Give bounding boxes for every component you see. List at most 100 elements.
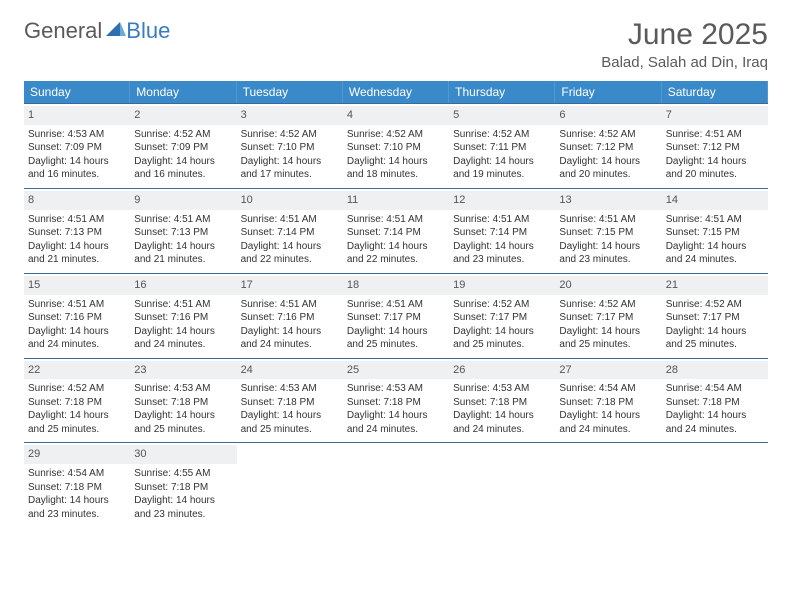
day-number: 14 — [662, 191, 768, 210]
day-sunset: Sunset: 7:14 PM — [347, 226, 445, 240]
day-number: 4 — [343, 106, 449, 125]
day-number: 29 — [24, 445, 130, 464]
day-cell: 15Sunrise: 4:51 AMSunset: 7:16 PMDayligh… — [24, 274, 130, 358]
day-sunset: Sunset: 7:18 PM — [666, 396, 764, 410]
day-sunrise: Sunrise: 4:51 AM — [241, 213, 339, 227]
day-cell: 7Sunrise: 4:51 AMSunset: 7:12 PMDaylight… — [662, 104, 768, 188]
day-number: 10 — [237, 191, 343, 210]
day-number: 11 — [343, 191, 449, 210]
day-sunset: Sunset: 7:09 PM — [28, 141, 126, 155]
day-cell — [555, 443, 661, 527]
day-sunset: Sunset: 7:12 PM — [559, 141, 657, 155]
day-sunset: Sunset: 7:15 PM — [666, 226, 764, 240]
day-cell — [343, 443, 449, 527]
day-sunrise: Sunrise: 4:51 AM — [666, 213, 764, 227]
day-number: 8 — [24, 191, 130, 210]
weekday-header: Friday — [555, 81, 661, 103]
day-cell: 14 Sunrise: 4:51 AMSunset: 7:15 PMDayligh… — [662, 189, 768, 273]
day-number: 20 — [555, 276, 661, 295]
day-sunrise: Sunrise: 4:53 AM — [453, 382, 551, 396]
day-daylight: Daylight: 14 hours and 25 minutes. — [241, 409, 339, 436]
day-daylight: Daylight: 14 hours and 19 minutes. — [453, 155, 551, 182]
day-number: 28 — [662, 361, 768, 380]
day-sunrise: Sunrise: 4:51 AM — [28, 298, 126, 312]
day-daylight: Daylight: 14 hours and 24 minutes. — [666, 409, 764, 436]
title-block: June 2025 Balad, Salah ad Din, Iraq — [601, 18, 768, 71]
day-number: 22 — [24, 361, 130, 380]
day-number: 2 — [130, 106, 236, 125]
day-sunrise: Sunrise: 4:52 AM — [559, 298, 657, 312]
day-sunset: Sunset: 7:18 PM — [241, 396, 339, 410]
day-sunrise: Sunrise: 4:54 AM — [28, 467, 126, 481]
day-daylight: Daylight: 14 hours and 24 minutes. — [28, 325, 126, 352]
day-daylight: Daylight: 14 hours and 17 minutes. — [241, 155, 339, 182]
day-daylight: Daylight: 14 hours and 23 minutes. — [28, 494, 126, 521]
day-number: 19 — [449, 276, 555, 295]
day-sunrise: Sunrise: 4:54 AM — [666, 382, 764, 396]
day-daylight: Daylight: 14 hours and 24 minutes. — [666, 240, 764, 267]
day-daylight: Daylight: 14 hours and 22 minutes. — [347, 240, 445, 267]
day-cell: 23Sunrise: 4:53 AMSunset: 7:18 PMDayligh… — [130, 359, 236, 443]
day-sunrise: Sunrise: 4:51 AM — [134, 298, 232, 312]
day-sunrise: Sunrise: 4:52 AM — [453, 128, 551, 142]
day-daylight: Daylight: 14 hours and 24 minutes. — [559, 409, 657, 436]
week-row: 15Sunrise: 4:51 AMSunset: 7:16 PMDayligh… — [24, 273, 768, 358]
day-sunset: Sunset: 7:17 PM — [453, 311, 551, 325]
day-number: 21 — [662, 276, 768, 295]
day-sunrise: Sunrise: 4:51 AM — [134, 213, 232, 227]
day-cell: 21Sunrise: 4:52 AMSunset: 7:17 PMDayligh… — [662, 274, 768, 358]
day-sunrise: Sunrise: 4:53 AM — [241, 382, 339, 396]
day-cell: 20Sunrise: 4:52 AMSunset: 7:17 PMDayligh… — [555, 274, 661, 358]
day-sunrise: Sunrise: 4:51 AM — [241, 298, 339, 312]
day-cell: 6Sunrise: 4:52 AMSunset: 7:12 PMDaylight… — [555, 104, 661, 188]
day-daylight: Daylight: 14 hours and 23 minutes. — [559, 240, 657, 267]
calendar: Sunday Monday Tuesday Wednesday Thursday… — [24, 81, 768, 527]
day-daylight: Daylight: 14 hours and 20 minutes. — [666, 155, 764, 182]
day-number: 3 — [237, 106, 343, 125]
day-number: 1 — [24, 106, 130, 125]
day-number: 12 — [449, 191, 555, 210]
day-cell: 18Sunrise: 4:51 AMSunset: 7:17 PMDayligh… — [343, 274, 449, 358]
weekday-header: Monday — [130, 81, 236, 103]
day-cell — [237, 443, 343, 527]
day-cell: 29 Sunrise: 4:54 AMSunset: 7:18 PMDayligh… — [24, 443, 130, 527]
day-number: 16 — [130, 276, 236, 295]
day-cell: 22Sunrise: 4:52 AMSunset: 7:18 PMDayligh… — [24, 359, 130, 443]
day-cell: 25Sunrise: 4:53 AMSunset: 7:18 PMDayligh… — [343, 359, 449, 443]
day-number: 23 — [130, 361, 236, 380]
day-number: 17 — [237, 276, 343, 295]
day-daylight: Daylight: 14 hours and 16 minutes. — [134, 155, 232, 182]
day-cell: 5Sunrise: 4:52 AMSunset: 7:11 PMDaylight… — [449, 104, 555, 188]
location: Balad, Salah ad Din, Iraq — [601, 54, 768, 71]
weekday-header-row: Sunday Monday Tuesday Wednesday Thursday… — [24, 81, 768, 103]
calendar-page: General Blue June 2025 Balad, Salah ad D… — [0, 0, 792, 545]
day-sunrise: Sunrise: 4:52 AM — [559, 128, 657, 142]
day-cell: 16Sunrise: 4:51 AMSunset: 7:16 PMDayligh… — [130, 274, 236, 358]
day-cell: 4Sunrise: 4:52 AMSunset: 7:10 PMDaylight… — [343, 104, 449, 188]
month-title: June 2025 — [601, 18, 768, 52]
day-sunrise: Sunrise: 4:52 AM — [28, 382, 126, 396]
day-sunset: Sunset: 7:13 PM — [28, 226, 126, 240]
day-sunset: Sunset: 7:11 PM — [453, 141, 551, 155]
day-daylight: Daylight: 14 hours and 18 minutes. — [347, 155, 445, 182]
day-number: 25 — [343, 361, 449, 380]
day-sunrise: Sunrise: 4:53 AM — [28, 128, 126, 142]
day-sunrise: Sunrise: 4:52 AM — [134, 128, 232, 142]
day-daylight: Daylight: 14 hours and 24 minutes. — [453, 409, 551, 436]
day-sunset: Sunset: 7:18 PM — [28, 396, 126, 410]
day-sunset: Sunset: 7:16 PM — [241, 311, 339, 325]
day-sunset: Sunset: 7:18 PM — [453, 396, 551, 410]
day-cell: 26Sunrise: 4:53 AMSunset: 7:18 PMDayligh… — [449, 359, 555, 443]
day-cell: 27Sunrise: 4:54 AMSunset: 7:18 PMDayligh… — [555, 359, 661, 443]
day-daylight: Daylight: 14 hours and 25 minutes. — [666, 325, 764, 352]
day-sunset: Sunset: 7:18 PM — [28, 481, 126, 495]
day-daylight: Daylight: 14 hours and 21 minutes. — [134, 240, 232, 267]
day-sunrise: Sunrise: 4:53 AM — [347, 382, 445, 396]
day-sunset: Sunset: 7:14 PM — [241, 226, 339, 240]
day-number: 24 — [237, 361, 343, 380]
day-cell: 30Sunrise: 4:55 AMSunset: 7:18 PMDayligh… — [130, 443, 236, 527]
day-sunrise: Sunrise: 4:52 AM — [347, 128, 445, 142]
day-cell: 9Sunrise: 4:51 AMSunset: 7:13 PMDaylight… — [130, 189, 236, 273]
day-daylight: Daylight: 14 hours and 24 minutes. — [134, 325, 232, 352]
day-cell: 10Sunrise: 4:51 AMSunset: 7:14 PMDayligh… — [237, 189, 343, 273]
